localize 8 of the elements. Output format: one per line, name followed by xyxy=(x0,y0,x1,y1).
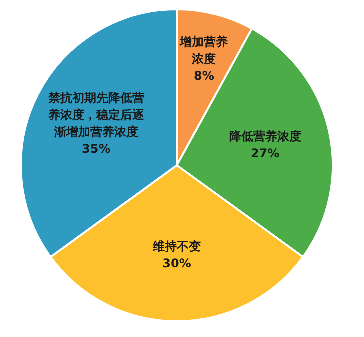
slice-label: 维持不变 xyxy=(152,240,201,254)
data-label: 35% xyxy=(82,142,111,156)
data-label: 8% xyxy=(194,68,214,83)
data-label: 30% xyxy=(162,256,192,271)
data-label: 27% xyxy=(250,146,280,160)
slice-label: 禁抗初期先降低营养浓度，稳定后逐渐增加营养浓度 xyxy=(47,91,146,140)
slice-label: 增加营养浓度 xyxy=(179,34,228,66)
slice-label: 降低营养浓度 xyxy=(229,129,302,144)
